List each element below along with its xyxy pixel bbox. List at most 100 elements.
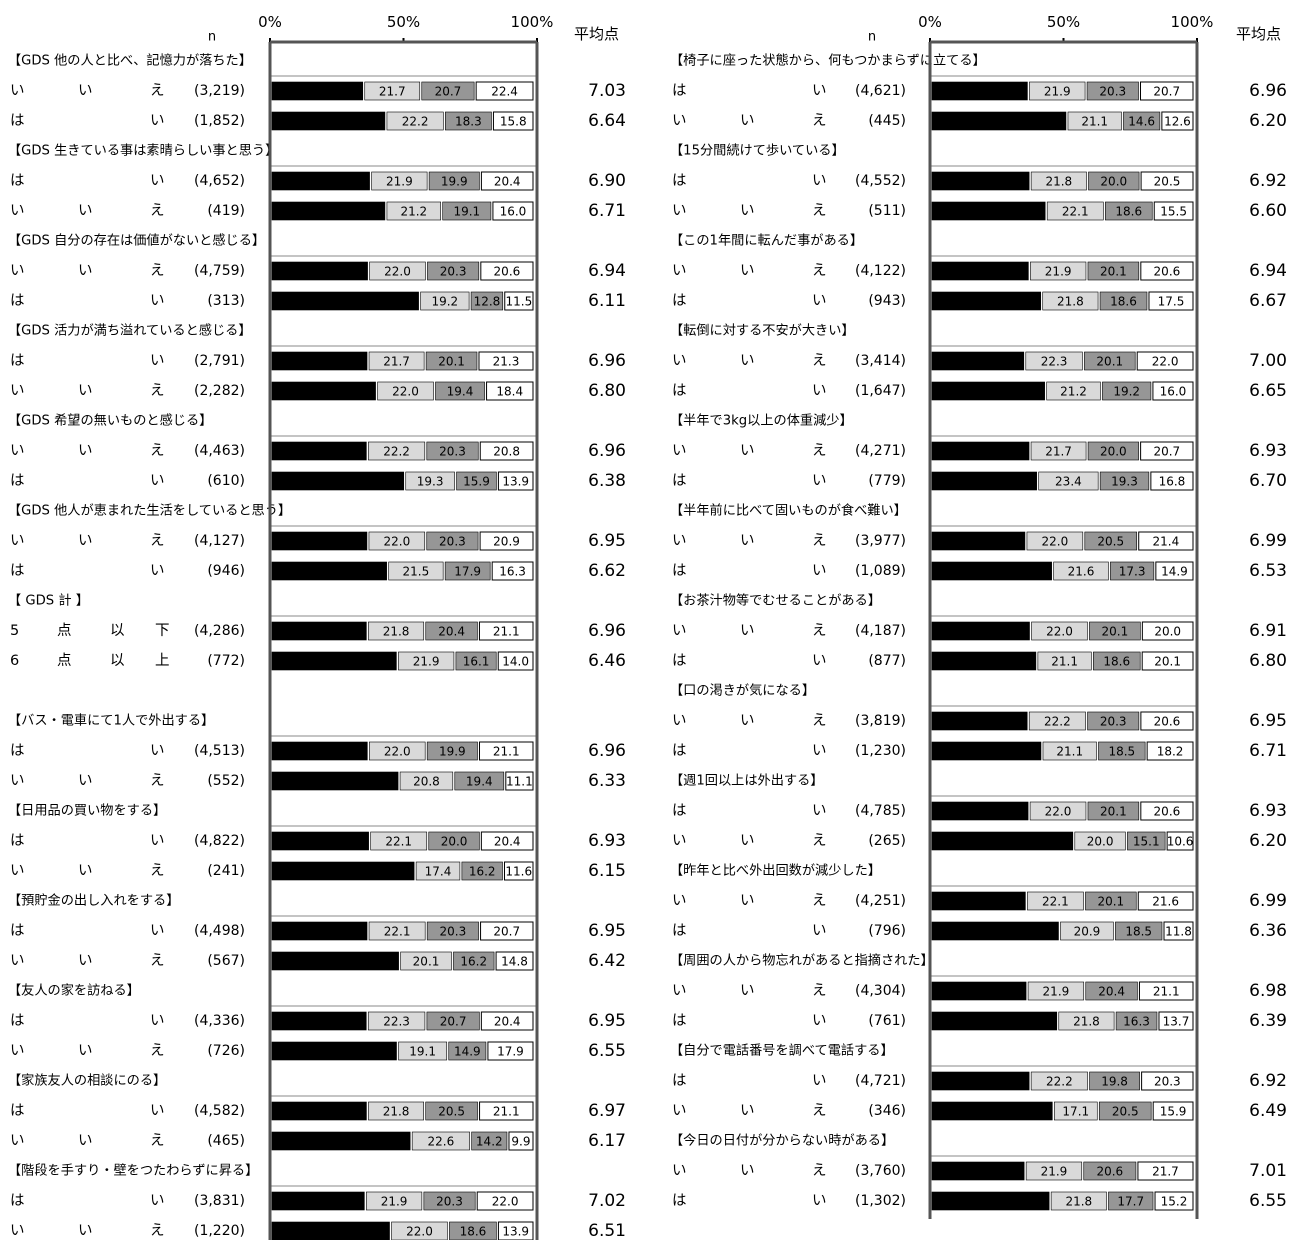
- axis-tick-label: 100%: [511, 13, 554, 31]
- group-title: 【15分間続けて歩いている】: [670, 143, 845, 159]
- data-label: 14.0: [502, 655, 529, 669]
- group-title: 【GDS 他人が恵まれた生活をしていると思う】: [8, 503, 291, 519]
- data-label: 9.9: [511, 1135, 530, 1149]
- data-label: 21.1: [493, 1105, 520, 1119]
- bar-segment: [415, 861, 461, 881]
- bar-segment: [391, 1221, 448, 1240]
- axis-tick-label: 0%: [258, 13, 282, 31]
- data-label: 21.8: [1073, 1015, 1100, 1029]
- data-label: 21.9: [1044, 85, 1071, 99]
- bar-segment: [1030, 441, 1087, 461]
- data-label: 48.9: [323, 955, 350, 969]
- data-label: 22.2: [383, 445, 410, 459]
- data-label: 11.5: [506, 295, 533, 309]
- row-n: (779): [868, 473, 906, 489]
- row-label: い: [812, 563, 827, 579]
- bar-segment: [1098, 1101, 1152, 1121]
- row-label: い: [812, 473, 827, 489]
- row-n: (419): [207, 203, 245, 219]
- group-title: 【自分で電話番号を調べて電話する】: [670, 1042, 894, 1059]
- data-label: 42.2: [974, 745, 1001, 759]
- data-label: 21.8: [1065, 1195, 1092, 1209]
- row-n: (1,852): [194, 113, 245, 129]
- bar-segment: [931, 531, 1026, 551]
- bar-segment: [931, 1011, 1058, 1031]
- row-n: (610): [207, 473, 245, 489]
- data-label: 19.8: [1101, 1075, 1128, 1089]
- bar-segment: [479, 1101, 534, 1121]
- bar-segment: [1042, 291, 1099, 311]
- data-label: 35.3: [305, 85, 332, 99]
- row-label: い: [10, 953, 25, 969]
- data-label: 12.8: [474, 295, 501, 309]
- bar-segment: [497, 471, 534, 491]
- row-label: い: [672, 203, 687, 219]
- data-label: 15.8: [500, 115, 527, 129]
- row-label: い: [740, 1163, 755, 1179]
- data-label: 20.7: [435, 85, 462, 99]
- bar-segment: [271, 1221, 390, 1240]
- row-n: (2,791): [194, 353, 245, 369]
- data-label: 20.0: [441, 835, 468, 849]
- row-label: い: [812, 383, 827, 399]
- bar-segment: [1140, 171, 1194, 191]
- avg-score: 6.42: [588, 951, 626, 971]
- bar-segment: [931, 171, 1030, 191]
- row-n: (4,513): [194, 743, 245, 759]
- bar-segment: [428, 171, 480, 191]
- bar-segment: [426, 1011, 480, 1031]
- bar-segment: [480, 921, 534, 941]
- bar-segment: [271, 1101, 367, 1121]
- avg-header: 平均点: [1236, 25, 1281, 43]
- avg-score: 6.96: [588, 621, 626, 641]
- data-label: 22.0: [1042, 535, 1069, 549]
- row-label: い: [150, 1013, 165, 1029]
- data-label: 43.7: [316, 205, 343, 219]
- bar-segment: [1102, 381, 1152, 401]
- row-label: い: [10, 1043, 25, 1059]
- row-n: (4,621): [855, 83, 906, 99]
- data-label: 22.2: [1046, 1075, 1073, 1089]
- row-label: え: [150, 1043, 165, 1059]
- bar-segment: [1108, 1191, 1154, 1211]
- row-label: い: [740, 893, 755, 909]
- row-label: え: [150, 263, 165, 279]
- data-label: 21.1: [493, 625, 520, 639]
- avg-score: 7.00: [1249, 351, 1287, 371]
- row-label: い: [78, 83, 93, 99]
- bar-segment: [931, 291, 1042, 311]
- row-label: え: [812, 353, 827, 369]
- data-label: 42.1: [974, 295, 1001, 309]
- group-title: 【この1年間に転んだ事がある】: [670, 233, 863, 249]
- bar-segment: [1161, 111, 1194, 131]
- bar-segment: [271, 171, 370, 191]
- avg-score: 6.95: [588, 921, 626, 941]
- data-label: 22.0: [492, 1195, 519, 1209]
- row-label: い: [150, 293, 165, 309]
- group-title: 【半年で3kg以上の体重減少】: [670, 412, 853, 429]
- bar-segment: [1140, 801, 1194, 821]
- row-label: 点: [57, 652, 72, 669]
- bar-segment: [369, 261, 426, 281]
- data-label: 18.3: [455, 115, 482, 129]
- data-label: 37.0: [967, 85, 994, 99]
- bar-segment: [1163, 921, 1194, 941]
- row-label: は: [10, 833, 25, 849]
- data-label: 20.3: [1154, 1075, 1181, 1089]
- row-label: え: [812, 713, 827, 729]
- data-label: 40.3: [972, 655, 999, 669]
- avg-score: 6.98: [1249, 981, 1287, 1001]
- data-label: 43.6: [976, 385, 1003, 399]
- row-n: (552): [207, 773, 245, 789]
- bar-segment: [931, 801, 1029, 821]
- data-label: 20.6: [1154, 805, 1181, 819]
- row-n: (465): [207, 1133, 245, 1149]
- row-label: い: [150, 173, 165, 189]
- row-n: (946): [207, 563, 245, 579]
- data-label: 19.9: [441, 175, 468, 189]
- row-label: は: [672, 803, 687, 819]
- bar-segment: [931, 831, 1074, 851]
- data-label: 20.1: [1097, 895, 1124, 909]
- row-label: 以: [110, 623, 125, 639]
- row-label: い: [740, 113, 755, 129]
